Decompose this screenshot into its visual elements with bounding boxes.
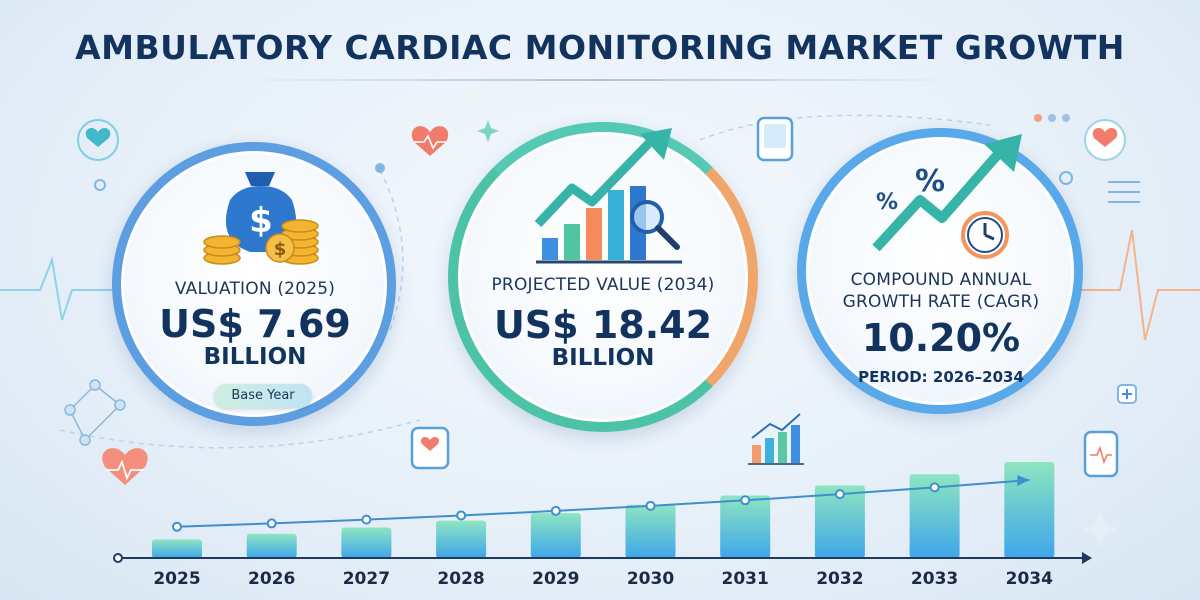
x-axis-arrow [1082,552,1092,564]
trend-point [645,500,656,511]
x-tick-label: 2031 [721,569,769,589]
trend-point [550,505,561,516]
trend-point [266,518,277,529]
cagr-label-line1: COMPOUND ANNUAL [850,270,1032,290]
bar-2026 [246,533,297,558]
trend-point [456,510,467,521]
heart-icon [411,126,449,156]
bar-2031 [720,495,771,558]
title-divider [235,79,965,81]
x-tick-label: 2028 [437,569,485,589]
bar-2033 [909,474,960,558]
mini-bar-chart-icon [748,413,804,465]
bar-2028 [436,520,487,558]
valuation-label: VALUATION (2025) [174,279,336,299]
heartbeat-monitor-icon [77,119,119,161]
page-title: AMBULATORY CARDIAC MONITORING MARKET GRO… [75,28,1125,67]
bar-2032 [814,485,865,558]
tablet-icon [410,426,450,470]
trend-point [740,495,751,506]
trend-arrow [1017,475,1030,486]
ecg-line-right [1080,229,1200,341]
valuation-unit: BILLION [203,344,307,370]
x-tick-label: 2025 [153,569,201,589]
heartbeat-monitor-icon [1084,119,1126,161]
projected-value-card [448,122,758,432]
bar-2030 [625,504,676,558]
trend-point [361,514,372,525]
bar-2029 [530,513,581,558]
x-tick-label: 2029 [532,569,580,589]
clock-icon [961,211,1009,259]
x-tick-label: 2030 [626,569,675,589]
tablet-icon [1083,430,1119,478]
cagr-value: 10.20% [861,316,1021,360]
x-axis-start [113,553,123,563]
percent-icon: % [915,164,946,199]
svg-text:$: $ [274,239,287,260]
x-tick-label: 2027 [342,569,391,589]
projected-unit: BILLION [551,345,655,371]
base-year-badge: Base Year [214,384,312,408]
trend-point [172,521,182,532]
tablet-icon [756,116,794,162]
x-tick-label: 2033 [910,569,959,589]
growth-arrow-icon [872,134,1022,252]
trend-line [176,479,1030,528]
bar-2025 [152,539,202,558]
trend-point [834,489,845,500]
x-tick-label: 2034 [1005,569,1053,589]
coins-icon: $ [203,219,319,265]
heart-icon [102,448,148,485]
cagr-period: PERIOD: 2026–2034 [858,368,1024,386]
x-tick-label: 2026 [248,569,296,589]
percent-icon: % [876,190,899,215]
projected-label: PROJECTED VALUE (2034) [491,275,715,295]
cagr-label-line2: GROWTH RATE (CAGR) [842,292,1040,312]
svg-text:$: $ [249,201,273,241]
magnifier-icon [630,200,680,250]
ecg-line-left [0,256,120,321]
bar-2027 [341,527,392,558]
projected-value: US$ 18.42 [493,303,713,347]
valuation-value: US$ 7.69 [159,302,351,346]
bar-2034 [1004,462,1055,558]
trend-point [929,482,940,493]
x-tick-label: 2032 [816,569,864,589]
network-icon [64,379,126,446]
cagr-card [797,128,1083,414]
